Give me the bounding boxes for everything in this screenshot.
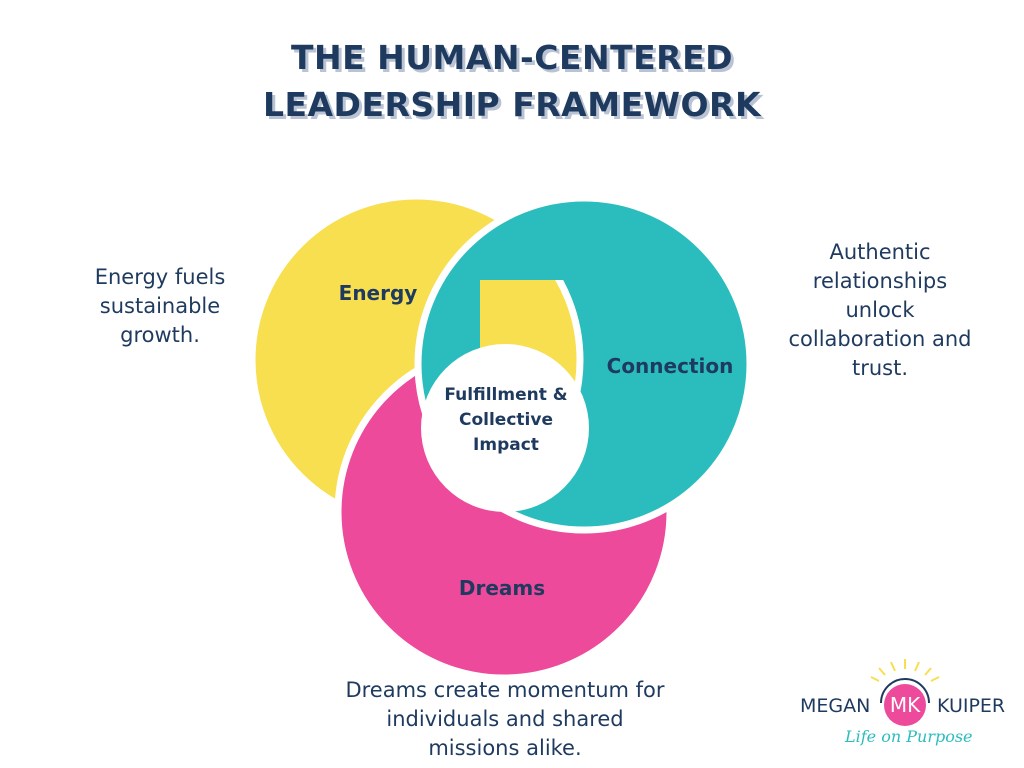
logo-first-name: MEGAN (800, 695, 871, 717)
center-circle (421, 344, 589, 512)
sun-rays-icon (870, 659, 940, 726)
dreams-description: Dreams create momentum for individuals a… (300, 676, 710, 763)
connection-description: Authentic relationships unlock collabora… (760, 238, 1000, 383)
text-line: trust. (851, 356, 909, 380)
dreams-label: Dreams (459, 576, 545, 600)
text-line: growth. (120, 323, 200, 347)
connection-label: Connection (607, 354, 734, 378)
center-label-1: Fulfillment & (444, 385, 567, 405)
title-line-1: THE HUMAN-CENTERED (290, 38, 734, 77)
text-line: Authentic (829, 240, 931, 264)
text-line: sustainable (99, 294, 221, 318)
logo-initials: MK (889, 693, 921, 717)
logo-last-name: KUIPER (937, 695, 1006, 717)
energy-label: Energy (339, 281, 418, 305)
text-line: individuals and shared (386, 707, 624, 731)
energy-description: Energy fuels sustainable growth. (70, 263, 250, 350)
text-line: collaboration and (788, 327, 972, 351)
text-line: relationships (812, 269, 948, 293)
text-line: Dreams create momentum for (345, 678, 665, 702)
center-label-2: Collective (459, 410, 553, 430)
page-title: THE HUMAN-CENTERED LEADERSHIP FRAMEWORK (0, 34, 1024, 128)
text-line: unlock (845, 298, 915, 322)
center-label-3: Impact (473, 435, 539, 455)
text-line: missions alike. (428, 736, 582, 760)
megan-kuiper-logo: MEGAN MK KUIPER Life on Purpose (795, 655, 1015, 755)
title-line-2: LEADERSHIP FRAMEWORK (262, 85, 762, 124)
logo-tagline: Life on Purpose (845, 727, 973, 746)
text-line: Energy fuels (94, 265, 226, 289)
